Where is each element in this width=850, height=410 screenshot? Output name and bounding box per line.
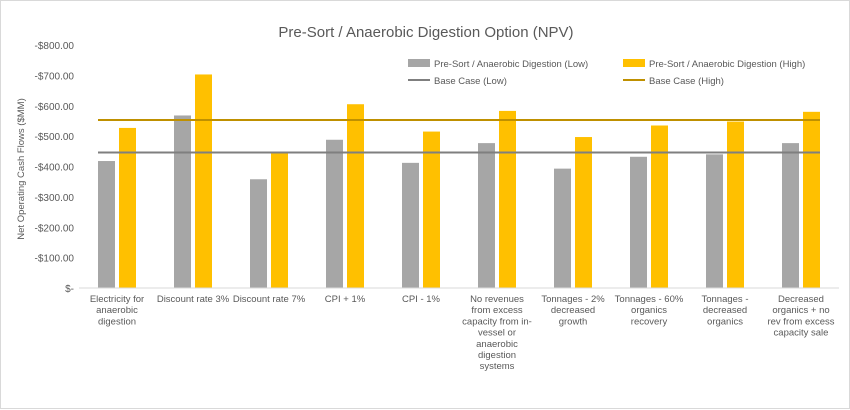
bar [651,125,668,289]
bar [554,168,571,288]
x-tick-label: CPI + 1% [325,294,366,305]
x-tick-label: Tonnages - 60% organics recovery [615,294,684,327]
bar [347,104,364,288]
y-tick-label: -$500.00 [35,132,75,143]
x-tick-label: Discount rate 3% [157,294,230,305]
y-tick-label: -$600.00 [35,102,75,113]
legend-label: Pre-Sort / Anaerobic Digestion (Low) [434,59,588,70]
bar [630,156,647,288]
x-tick-label: Decreased organics + no rev from excess cap… [767,294,834,339]
legend-label: Pre-Sort / Anaerobic Digestion (High) [649,59,805,70]
bar [195,74,212,289]
bar [727,121,744,288]
legend-label: Base Case (High) [649,76,724,87]
bar [98,161,115,288]
y-tick-label: -$800.00 [35,41,75,52]
y-tick-label: -$200.00 [35,223,75,234]
bar [706,154,723,288]
x-axis-ticks: Electricity for anaerobic digestion Discoun… [90,294,835,372]
bar [575,137,592,288]
bar [402,162,419,288]
bar [423,131,440,288]
y-tick-label: -$400.00 [35,163,75,174]
reference-lines [98,119,820,154]
bar [803,111,820,288]
bar-marks [98,74,820,289]
bar [326,139,343,288]
x-tick-label: Tonnages - 2% decreased growth [541,294,605,327]
bar [499,110,516,288]
y-tick-label: $- [65,284,74,295]
x-tick-label: Tonnages -decreased organics [701,294,748,327]
legend-swatch [623,59,645,67]
legend-label: Base Case (Low) [434,76,507,87]
y-tick-label: -$100.00 [35,254,75,265]
bar [174,115,191,288]
bar [271,151,288,288]
bar [478,143,495,288]
y-tick-label: -$300.00 [35,193,75,204]
y-tick-label: -$700.00 [35,71,75,82]
legend: Pre-Sort / Anaerobic Digestion (Low) Pre-… [408,59,805,87]
x-tick-label: Electricity for anaerobic digestion [90,294,144,327]
bar [250,179,267,288]
chart-title: Pre-Sort / Anaerobic Digestion Option (N… [278,24,573,41]
y-axis-label: Net Operating Cash Flows ($MM) [16,98,27,239]
x-tick-label: CPI - 1% [402,294,441,305]
y-axis-ticks: $- -$100.00 -$200.00 -$300.00 -$400.00 -$500.… [35,41,75,295]
bar [119,127,136,288]
x-tick-label: No revenues from excess capacity from in-v… [462,294,532,372]
legend-swatch [408,59,430,67]
bar [782,143,799,288]
x-tick-label: Discount rate 7% [233,294,306,305]
